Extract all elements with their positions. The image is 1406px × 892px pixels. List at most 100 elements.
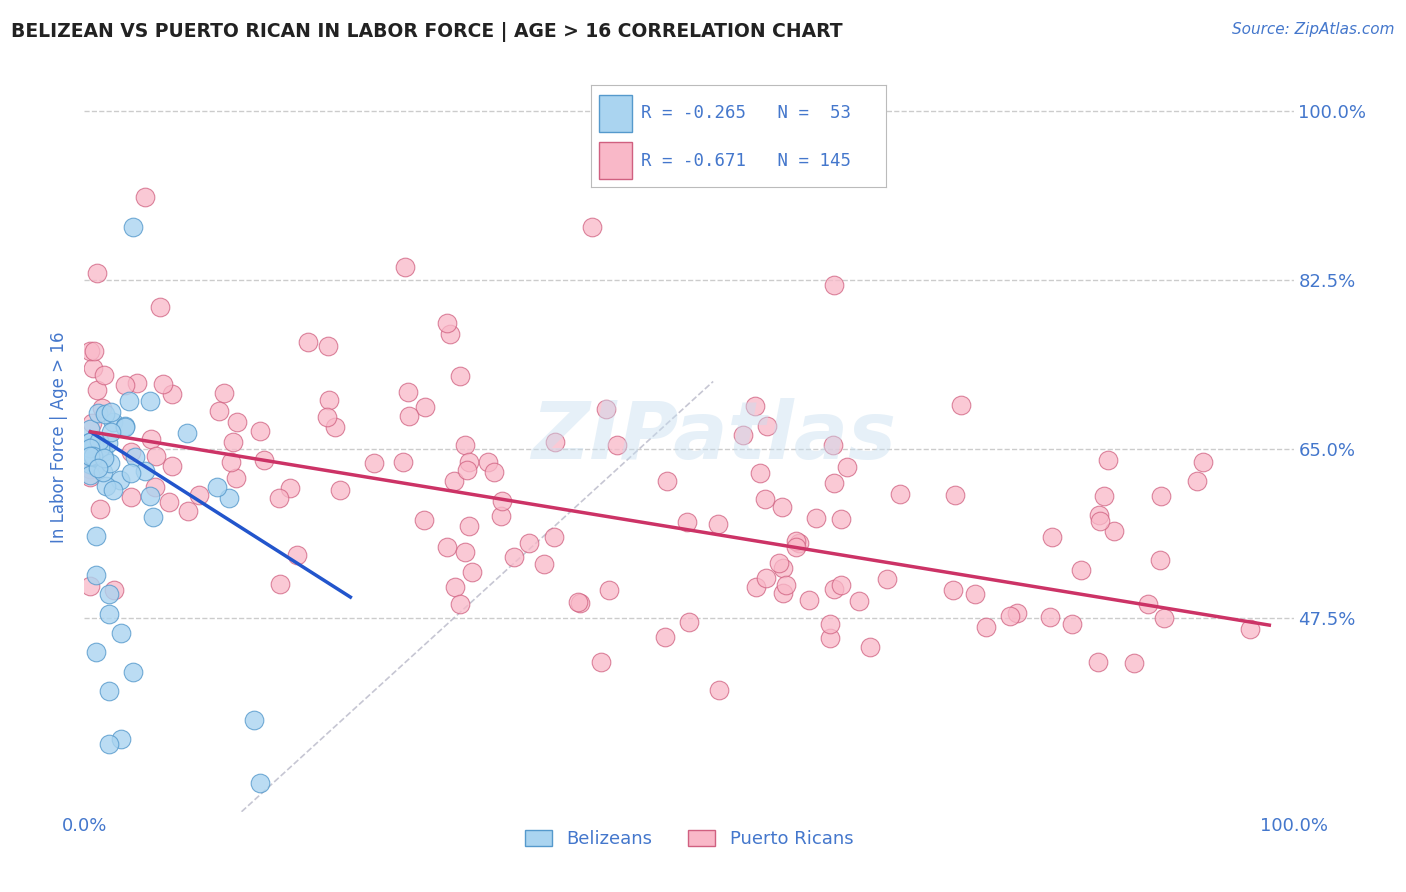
Point bbox=[79, 579, 101, 593]
Point bbox=[142, 509, 165, 524]
Point bbox=[799, 592, 821, 607]
Point bbox=[678, 615, 700, 629]
Point bbox=[120, 444, 142, 458]
Point bbox=[457, 455, 479, 469]
Text: R = -0.671   N = 145: R = -0.671 N = 145 bbox=[641, 152, 851, 169]
Point bbox=[96, 479, 118, 493]
Point bbox=[1123, 656, 1146, 670]
Text: Source: ZipAtlas.com: Source: ZipAtlas.com bbox=[1232, 22, 1395, 37]
Point bbox=[208, 404, 231, 418]
Point bbox=[97, 737, 120, 751]
Point bbox=[823, 476, 845, 491]
Point bbox=[143, 480, 166, 494]
Point bbox=[79, 441, 101, 455]
Point bbox=[396, 384, 419, 399]
Point bbox=[436, 540, 458, 554]
Point bbox=[100, 405, 122, 419]
Point bbox=[439, 327, 461, 342]
Point bbox=[477, 455, 499, 469]
Point bbox=[998, 609, 1021, 624]
Point bbox=[744, 400, 766, 414]
FancyBboxPatch shape bbox=[599, 95, 631, 132]
Point bbox=[93, 451, 115, 466]
Point bbox=[392, 455, 415, 469]
Point bbox=[222, 435, 245, 450]
Point bbox=[218, 491, 240, 506]
Point bbox=[436, 317, 458, 331]
Point bbox=[676, 515, 699, 529]
Point bbox=[253, 453, 276, 467]
Point bbox=[93, 368, 115, 382]
Point bbox=[1097, 452, 1119, 467]
Point bbox=[569, 596, 592, 610]
Point bbox=[491, 493, 513, 508]
Point bbox=[889, 487, 911, 501]
Point bbox=[606, 438, 628, 452]
Point bbox=[949, 398, 972, 412]
Point bbox=[449, 368, 471, 383]
Point bbox=[770, 500, 793, 515]
Point bbox=[87, 406, 110, 420]
Point bbox=[755, 418, 778, 433]
Point bbox=[457, 519, 479, 533]
Point bbox=[394, 260, 416, 274]
Point bbox=[98, 457, 121, 471]
Point bbox=[83, 458, 105, 473]
Point bbox=[745, 580, 768, 594]
Point bbox=[86, 384, 108, 398]
Point bbox=[1192, 455, 1215, 469]
Point bbox=[974, 620, 997, 634]
Point bbox=[82, 450, 104, 465]
Point bbox=[82, 361, 104, 376]
Point bbox=[226, 415, 249, 429]
Point bbox=[91, 445, 114, 459]
Point bbox=[789, 536, 811, 550]
Point bbox=[329, 483, 352, 497]
Point bbox=[804, 511, 827, 525]
Point bbox=[1092, 489, 1115, 503]
Point bbox=[772, 561, 794, 575]
Point bbox=[707, 516, 730, 531]
Point bbox=[139, 432, 162, 446]
Point bbox=[830, 578, 852, 592]
Point bbox=[177, 504, 200, 518]
Point bbox=[187, 488, 209, 502]
Point bbox=[755, 571, 778, 585]
Point bbox=[97, 684, 120, 698]
Point bbox=[754, 492, 776, 507]
Point bbox=[449, 597, 471, 611]
Point bbox=[87, 446, 110, 460]
Point bbox=[1149, 553, 1171, 567]
Point bbox=[83, 435, 105, 450]
Point bbox=[316, 339, 339, 353]
Point bbox=[876, 573, 898, 587]
Point bbox=[444, 580, 467, 594]
Point bbox=[823, 582, 845, 596]
Point bbox=[176, 426, 198, 441]
Point bbox=[543, 530, 565, 544]
Point bbox=[160, 458, 183, 473]
Point bbox=[114, 419, 136, 434]
Point bbox=[454, 545, 477, 559]
Point bbox=[249, 775, 271, 789]
Point bbox=[162, 387, 184, 401]
Point bbox=[79, 450, 101, 464]
Point bbox=[830, 512, 852, 526]
Point bbox=[79, 435, 101, 450]
Point bbox=[79, 462, 101, 476]
Point bbox=[1153, 611, 1175, 625]
Point bbox=[139, 393, 162, 408]
Point bbox=[1087, 508, 1109, 522]
Point bbox=[108, 473, 131, 487]
Point bbox=[219, 455, 242, 469]
Point bbox=[1088, 514, 1111, 528]
Point bbox=[152, 377, 174, 392]
Point bbox=[86, 529, 108, 543]
Point bbox=[963, 587, 986, 601]
Point bbox=[567, 595, 589, 609]
Text: ZIPatlas: ZIPatlas bbox=[530, 398, 896, 476]
Point bbox=[654, 630, 676, 644]
Point bbox=[82, 445, 104, 459]
Point bbox=[285, 548, 308, 562]
Point bbox=[134, 190, 156, 204]
